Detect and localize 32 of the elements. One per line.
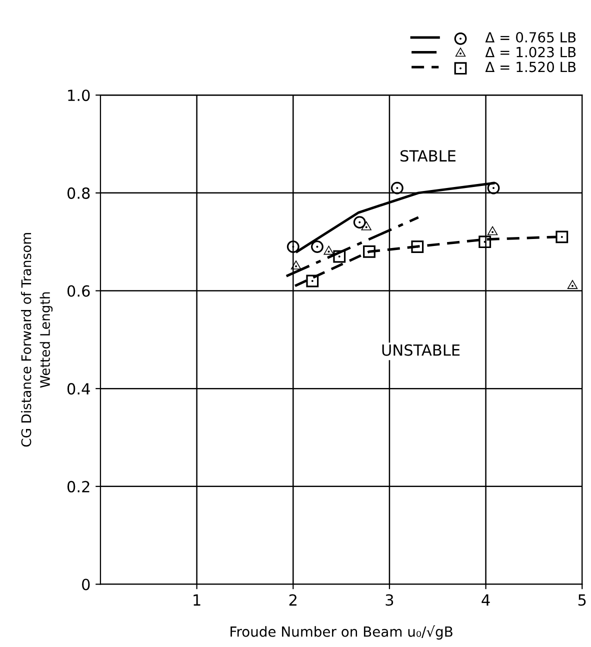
y-tick-label: 0.8 [67,187,90,199]
point [478,236,492,248]
y-tick-label: 1.0 [68,90,90,102]
y-tick-label: 0.4 [67,383,90,395]
y-tick-label: 0.6 [67,285,90,297]
point [311,240,324,253]
point [353,216,366,228]
point [290,260,302,270]
x-tick-label: 1 [194,594,200,606]
x-tick-label: 4 [482,594,490,606]
point [556,230,568,244]
legend-label: Δ = 1.023 LB [485,46,576,58]
legend-label: Δ = 0.765 LB [485,32,576,43]
point [411,240,424,253]
point [487,182,500,194]
x-tick-label: 2 [289,594,296,606]
point [363,245,376,258]
point [390,182,404,194]
point [567,280,578,289]
x-tick-label: 5 [578,594,586,606]
annotation: UNSTABLE [382,344,460,356]
point [333,250,346,263]
point [306,274,319,288]
y-tick-label: 0.2 [67,480,90,492]
y-tick-label: 0 [82,578,90,590]
y-axis-title: CG Distance Forward of Transom Wetted Length [21,233,53,447]
x-tick-label: 3 [386,594,394,606]
point [286,240,300,253]
legend-label: Δ = 1.520 LB [485,62,576,72]
annotation: STABLE [400,150,456,162]
point [360,220,372,230]
x-axis-title: Froude Number on Beam u₀/√gB [230,625,452,640]
